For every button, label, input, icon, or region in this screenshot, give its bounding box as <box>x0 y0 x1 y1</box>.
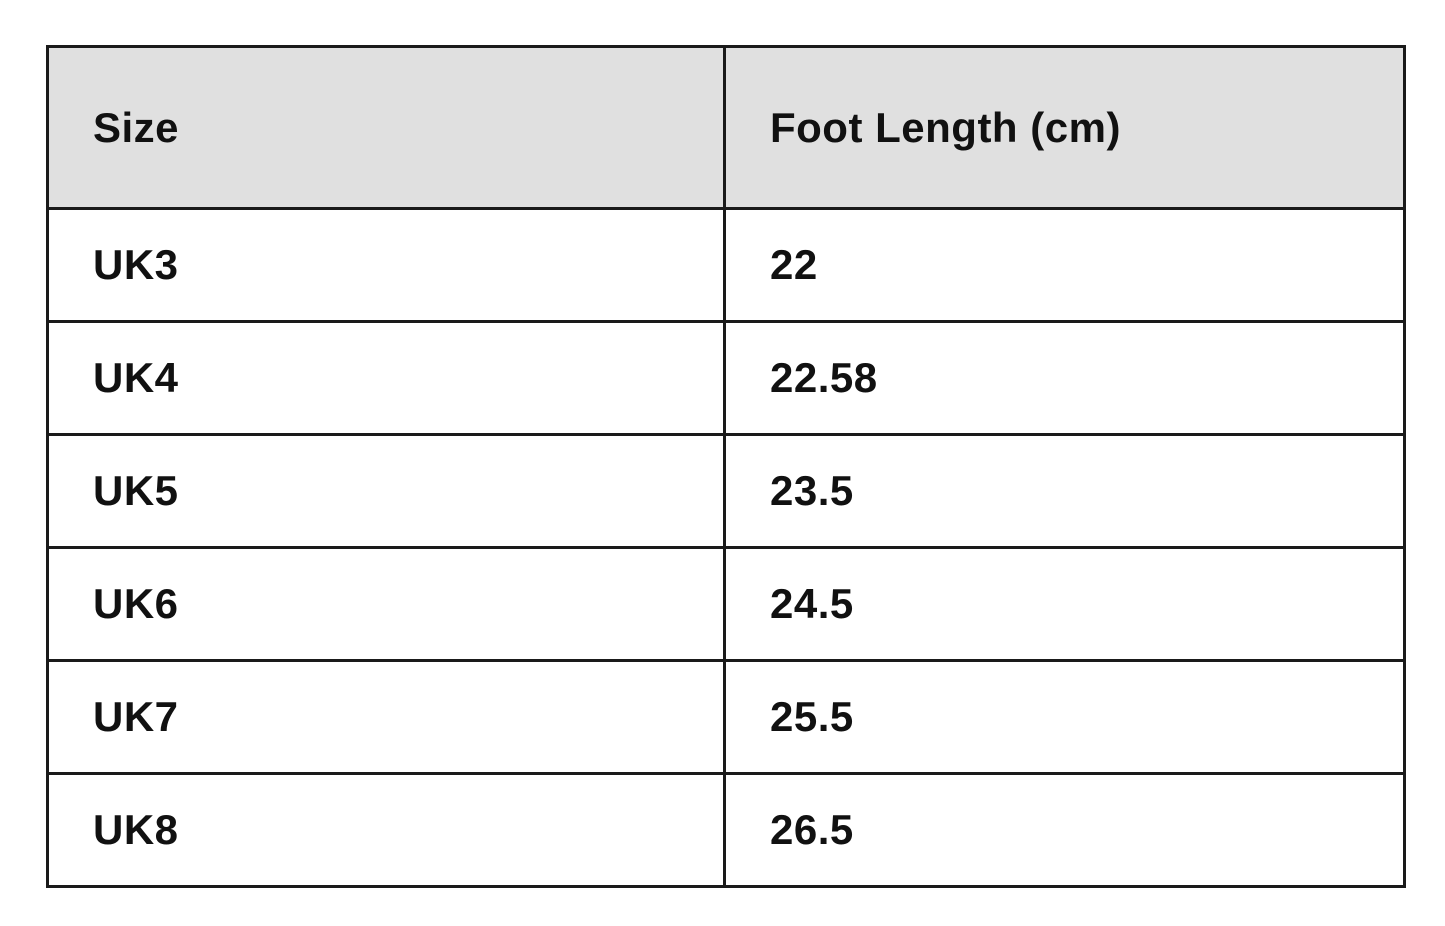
header-cell: Size <box>46 45 726 210</box>
table-cell: UK5 <box>46 433 726 549</box>
table-cell: 25.5 <box>723 659 1406 775</box>
header-cell: Foot Length (cm) <box>723 45 1406 210</box>
table-cell: 26.5 <box>723 772 1406 888</box>
table-cell: UK6 <box>46 546 726 662</box>
table-cell: 22 <box>723 207 1406 323</box>
table-cell: 23.5 <box>723 433 1406 549</box>
table-cell: UK7 <box>46 659 726 775</box>
table-cell: 22.58 <box>723 320 1406 436</box>
table-cell: UK8 <box>46 772 726 888</box>
table-cell: UK4 <box>46 320 726 436</box>
table-cell: UK3 <box>46 207 726 323</box>
table-cell: 24.5 <box>723 546 1406 662</box>
